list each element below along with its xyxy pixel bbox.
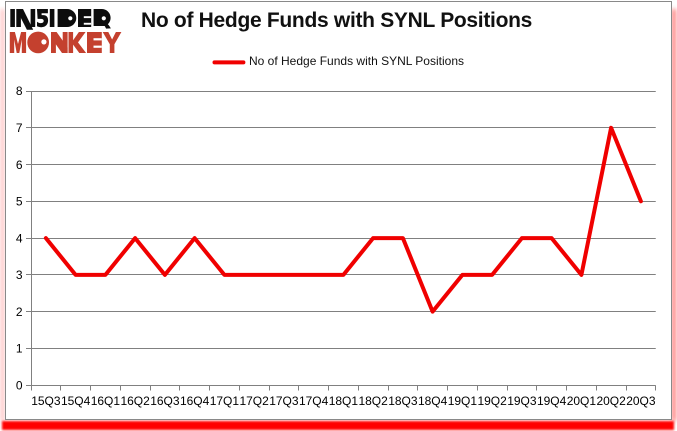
svg-text:2: 2 [16, 305, 23, 319]
svg-text:19Q2: 19Q2 [477, 394, 507, 408]
svg-text:7: 7 [16, 121, 23, 135]
svg-text:18Q1: 18Q1 [329, 394, 359, 408]
svg-text:16Q3: 16Q3 [150, 394, 180, 408]
svg-text:20Q1: 20Q1 [567, 394, 597, 408]
svg-text:20Q3: 20Q3 [626, 394, 656, 408]
svg-text:20Q2: 20Q2 [596, 394, 626, 408]
svg-text:17Q4: 17Q4 [299, 394, 329, 408]
svg-text:4: 4 [16, 231, 23, 245]
svg-text:0: 0 [16, 378, 23, 392]
svg-text:3: 3 [16, 268, 23, 282]
svg-text:19Q1: 19Q1 [448, 394, 478, 408]
svg-text:16Q4: 16Q4 [180, 394, 210, 408]
svg-text:15Q3: 15Q3 [31, 394, 61, 408]
svg-text:17Q3: 17Q3 [269, 394, 299, 408]
svg-text:16Q1: 16Q1 [91, 394, 121, 408]
svg-text:15Q4: 15Q4 [61, 394, 91, 408]
svg-text:17Q2: 17Q2 [239, 394, 269, 408]
svg-text:19Q4: 19Q4 [537, 394, 567, 408]
svg-text:18Q3: 18Q3 [388, 394, 418, 408]
svg-text:16Q2: 16Q2 [120, 394, 150, 408]
svg-text:5: 5 [16, 195, 23, 209]
svg-text:18Q2: 18Q2 [358, 394, 388, 408]
svg-text:19Q3: 19Q3 [507, 394, 537, 408]
svg-text:18Q4: 18Q4 [418, 394, 448, 408]
svg-text:8: 8 [16, 84, 23, 98]
svg-text:6: 6 [16, 158, 23, 172]
svg-text:1: 1 [16, 342, 23, 356]
svg-text:17Q1: 17Q1 [210, 394, 240, 408]
